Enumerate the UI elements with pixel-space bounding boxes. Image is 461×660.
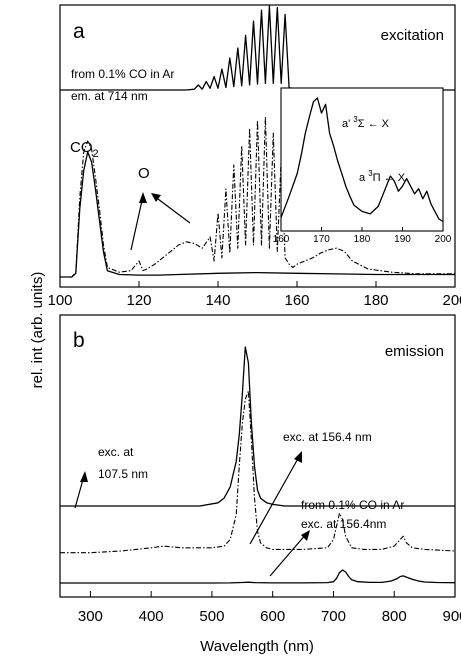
panel-a-x-axis: 100 120 140 160 180 200: [47, 281, 461, 309]
panel-a-x-tick-label: 100: [47, 292, 72, 309]
x-axis-title: Wavelength (nm): [200, 638, 314, 655]
arrow-head-exc107: [80, 471, 88, 482]
arrow-to-oxygen-peak-2: [154, 196, 190, 223]
panel-a-label: a: [73, 20, 85, 43]
arrow-head-co: [301, 530, 310, 541]
inset-x-tick-label: 200: [435, 234, 452, 245]
panel-b-x-tick-label: 900: [442, 608, 461, 625]
inset-x-tick-label: 180: [354, 234, 371, 245]
panel-b-x-tick-label: 600: [260, 608, 285, 625]
inset-frame: [281, 88, 443, 231]
panel-a-x-tick-label: 200: [442, 292, 461, 309]
panel-b-series: [60, 347, 455, 583]
y-axis-title: rel. int (arb. units): [29, 272, 46, 389]
panel-a-excitation: a excitation from 0.1% CO in Ar em. at 7…: [47, 5, 461, 309]
panel-a-oxygen-label: O: [138, 165, 150, 182]
panel-b-series-solid-bottom: [60, 570, 455, 583]
panel-b-x-tick-label: 500: [199, 608, 224, 625]
arrow-co: [270, 533, 307, 576]
panel-b-series-solid-top: [60, 347, 455, 506]
panel-b-exc107-line2: 107.5 nm: [98, 467, 148, 481]
inset-x-tick-label: 190: [394, 234, 411, 245]
panel-b-x-axis: 300 400 500 600 700 800 900: [78, 591, 461, 625]
panel-a-inset: 160 170 180 190 200 a' 3Σ ← X a 3Π ← X: [273, 88, 452, 245]
panel-b-emission: b emission exc. at 107.5 nm exc. at 156.…: [60, 315, 461, 625]
panel-a-source-line1: from 0.1% CO in Ar: [71, 67, 174, 81]
panel-b-exc156: exc. at 156.4 nm: [283, 430, 372, 444]
panel-a-title: excitation: [381, 27, 444, 44]
arrow-to-oxygen-peak-1: [131, 196, 143, 250]
panel-b-x-tick-label: 800: [382, 608, 407, 625]
panel-a-x-tick-label: 140: [205, 292, 230, 309]
panel-b-x-tick-label: 300: [78, 608, 103, 625]
panel-b-x-tick-label: 700: [321, 608, 346, 625]
panel-a-x-tick-label: 120: [126, 292, 151, 309]
panel-b-label: b: [73, 329, 85, 352]
panel-b-exc107-line1: exc. at: [98, 445, 134, 459]
panel-b-x-tick-label: 400: [139, 608, 164, 625]
inset-x-tick-label: 170: [313, 234, 330, 245]
panel-a-x-tick-label: 160: [284, 292, 309, 309]
panel-a-x-tick-label: 180: [363, 292, 388, 309]
inset-x-tick-label: 160: [273, 234, 290, 245]
arrow-head-exc156: [294, 451, 302, 463]
panel-b-title: emission: [385, 343, 444, 360]
panel-a-arrows: [131, 192, 190, 250]
panel-a-source-line2: em. at 714 nm: [71, 89, 148, 103]
panel-b-co-line1: from 0.1% CO in Ar: [301, 498, 404, 512]
arrow-head-1: [139, 192, 147, 203]
inset-label-a-prime: a' 3Σ ← X: [342, 115, 390, 130]
inset-label-a: a 3Π ← X: [359, 169, 406, 184]
panel-b-co-line2: exc. at 156.4nm: [301, 517, 386, 531]
